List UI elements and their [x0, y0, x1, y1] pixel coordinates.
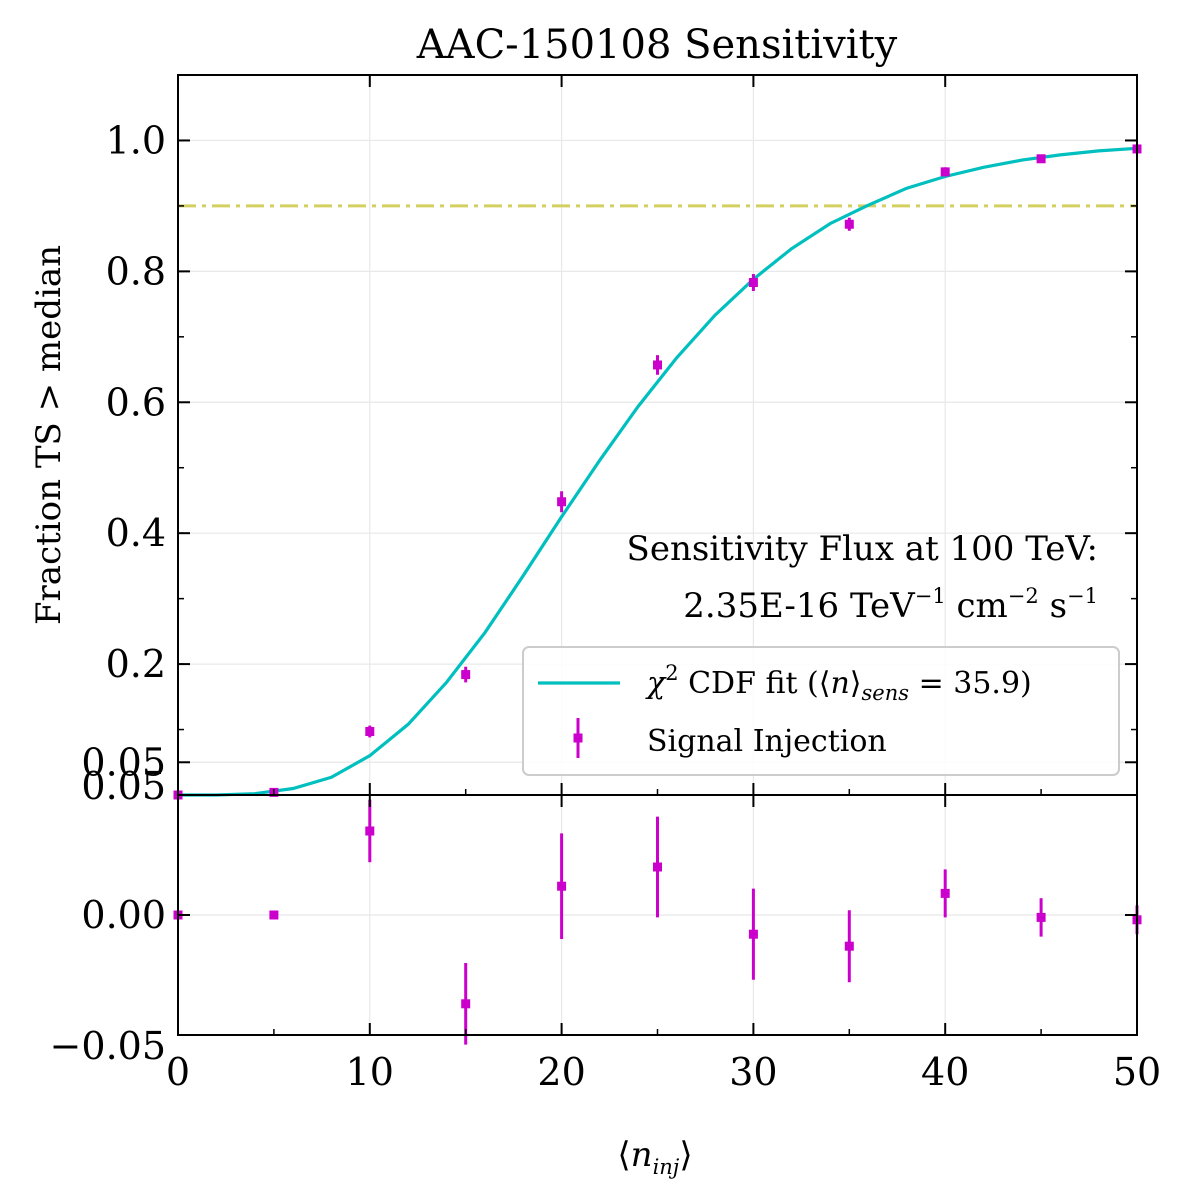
injection-point-marker	[557, 497, 567, 507]
sensitivity-annotation-line2: 2.35E-16 TeV−1 cm−2 s−1	[683, 584, 1098, 626]
main-ytick-label: 0.6	[106, 380, 166, 424]
injection-point-marker	[365, 727, 375, 737]
main-y-ticks: 0.05 0.2 0.4 0.6 0.8 1.0	[81, 118, 1137, 784]
xtick-label: 20	[537, 1050, 585, 1094]
chart-title: AAC-150108 Sensitivity	[416, 22, 898, 68]
x-ticks: 0 10 20 30 40 50	[166, 75, 1161, 1094]
main-ytick-label: 1.0	[106, 118, 166, 162]
residual-ytick-label: −0.05	[50, 1024, 166, 1068]
residual-point-marker	[653, 862, 662, 872]
injection-point-marker	[748, 277, 758, 287]
x-axis-label: ⟨ninj⟩	[617, 1135, 692, 1179]
residual-point-marker	[940, 888, 950, 898]
cdf-fit-curve	[178, 146, 1138, 797]
injection-point	[557, 491, 567, 513]
injection-point-marker	[653, 360, 662, 370]
injection-point	[653, 355, 662, 375]
injection-point	[461, 666, 471, 683]
legend-points-label: Signal Injection	[647, 724, 887, 759]
main-ytick-label: 0.4	[106, 511, 166, 555]
injection-point-marker	[1036, 154, 1046, 164]
residual-point-marker	[269, 910, 279, 920]
legend: χ2 CDF fit (⟨n⟩sens = 35.9) Signal Injec…	[522, 646, 1120, 776]
residual-point-marker	[844, 941, 854, 951]
main-ytick-label: 0.2	[106, 642, 166, 686]
injection-point-marker	[461, 670, 471, 680]
residual-point	[269, 910, 279, 920]
main-ytick-label: 0.8	[106, 249, 166, 293]
xtick-label: 10	[346, 1050, 394, 1094]
legend-square	[573, 733, 583, 743]
residual-point	[748, 888, 758, 980]
injection-point-marker	[940, 167, 950, 177]
xtick-label: 30	[729, 1050, 777, 1094]
residual-points	[173, 799, 1142, 1045]
residual-point-marker	[557, 881, 567, 891]
residual-point	[1036, 898, 1046, 937]
residual-point	[557, 833, 567, 939]
residual-point	[844, 910, 854, 983]
legend-points-swatch	[573, 718, 583, 758]
residual-point	[653, 816, 662, 918]
xtick-label: 40	[921, 1050, 969, 1094]
injection-point	[365, 725, 375, 738]
residual-ytick-label: 0.00	[81, 893, 166, 937]
legend-box	[522, 646, 1120, 776]
residual-point	[940, 869, 950, 918]
injection-point-marker	[844, 219, 854, 229]
injection-point	[748, 273, 758, 291]
residual-y-ticks: −0.05 0.00 0.05	[50, 764, 1137, 1068]
injection-point	[940, 167, 950, 177]
residual-ytick-label: 0.05	[81, 764, 166, 808]
xtick-label: 0	[166, 1050, 190, 1094]
residual-point-marker	[365, 826, 375, 836]
injection-point	[844, 217, 854, 231]
sensitivity-annotation-line1: Sensitivity Flux at 100 TeV:	[627, 529, 1098, 569]
legend-fit-label: χ2 CDF fit (⟨n⟩sens = 35.9)	[645, 661, 1032, 705]
residual-point-marker	[1036, 912, 1046, 922]
residual-point-marker	[461, 999, 471, 1009]
injection-point	[1036, 154, 1046, 164]
residual-point-marker	[748, 929, 758, 939]
main-ytick-label: 0.05	[81, 740, 166, 784]
xtick-label: 50	[1113, 1050, 1161, 1094]
y-axis-label: Fraction TS > median	[29, 245, 69, 625]
residual-point	[365, 799, 375, 863]
